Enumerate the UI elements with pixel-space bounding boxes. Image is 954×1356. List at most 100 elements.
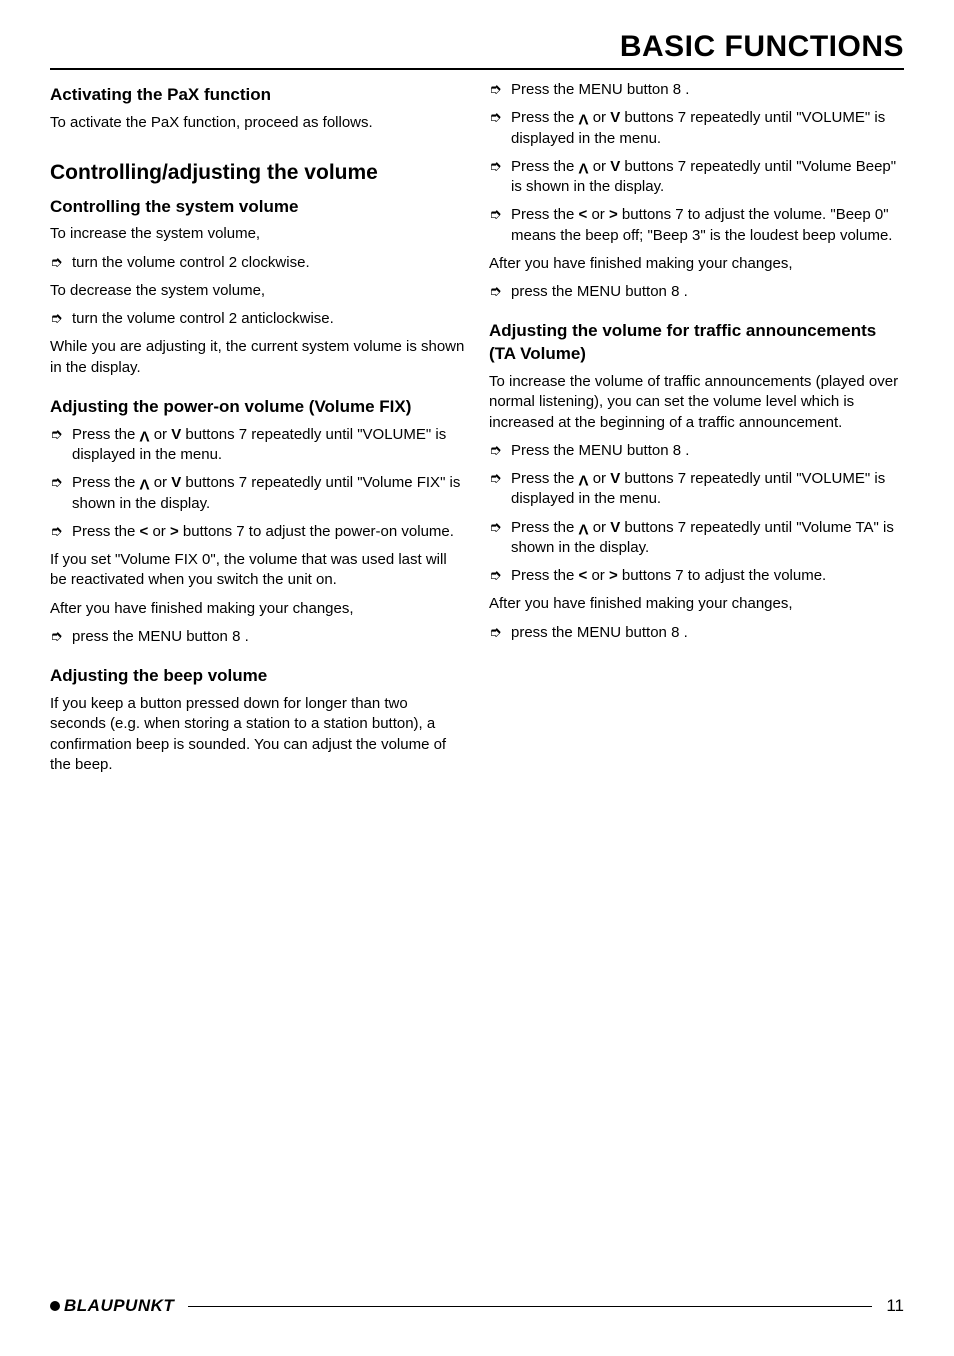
text-span: Press the [72, 426, 140, 443]
bullet-fix-3: ➮ Press the < or > buttons 7 to adjust t… [50, 522, 465, 542]
left-arrow-icon: < [140, 523, 149, 540]
text-sysvol-inc: To increase the system volume, [50, 224, 465, 244]
bullet-text: press the MENU button 8 . [72, 627, 465, 647]
bullet-text: press the MENU button 8 . [511, 282, 904, 302]
bullet-marker-icon: ➮ [489, 441, 511, 461]
bullet-marker-icon: ➮ [489, 469, 511, 510]
bullet-marker-icon: ➮ [50, 309, 72, 329]
up-arrow-icon: V [140, 426, 150, 443]
text-span: or [593, 519, 611, 536]
down-arrow-icon: V [610, 158, 620, 175]
text-activating-pax: To activate the PaX function, proceed as… [50, 113, 465, 133]
down-arrow-icon: V [610, 470, 620, 487]
bullet-text: Press the MENU button 8 . [511, 80, 904, 100]
brand-dot-icon [50, 1301, 60, 1311]
text-span: or [593, 109, 611, 126]
text-span: Press the [72, 523, 140, 540]
left-column: Activating the PaX function To activate … [50, 80, 465, 783]
heading-ta-volume: Adjusting the volume for traffic announc… [489, 320, 904, 366]
up-arrow-icon: V [140, 474, 150, 491]
page-number: 11 [886, 1296, 904, 1316]
text-span: or [591, 206, 609, 223]
up-arrow-icon: V [579, 470, 589, 487]
down-arrow-icon: V [171, 426, 181, 443]
bullet-marker-icon: ➮ [489, 157, 511, 198]
bullet-marker-icon: ➮ [50, 627, 72, 647]
heading-controlling-volume: Controlling/adjusting the volume [50, 159, 465, 187]
text-span: buttons 7 to adjust the power-on volume. [183, 523, 454, 540]
text-span: Press the [511, 158, 579, 175]
bullet-text: Press the V or V buttons 7 repeatedly un… [511, 108, 904, 149]
text-span: or [593, 470, 611, 487]
text-span: or [154, 426, 172, 443]
bullet-text: Press the MENU button 8 . [511, 441, 904, 461]
heading-system-volume: Controlling the system volume [50, 196, 465, 219]
bullet-text: press the MENU button 8 . [511, 623, 904, 643]
footer-rule [188, 1306, 872, 1307]
text-beep-after: After you have finished making your chan… [489, 254, 904, 274]
bullet-ta-3: ➮ Press the V or V buttons 7 repeatedly … [489, 518, 904, 559]
bullet-text: Press the < or > buttons 7 to adjust the… [511, 205, 904, 246]
bullet-marker-icon: ➮ [489, 108, 511, 149]
content-columns: Activating the PaX function To activate … [50, 80, 904, 783]
bullet-marker-icon: ➮ [489, 205, 511, 246]
bullet-text: turn the volume control 2 clockwise. [72, 253, 465, 273]
brand-name: BLAUPUNKT [64, 1296, 174, 1316]
right-column: ➮ Press the MENU button 8 . ➮ Press the … [489, 80, 904, 783]
up-arrow-icon: V [579, 519, 589, 536]
bullet-beep-3: ➮ Press the V or V buttons 7 repeatedly … [489, 157, 904, 198]
bullet-fix-4: ➮ press the MENU button 8 . [50, 627, 465, 647]
text-fix-zero: If you set "Volume FIX 0", the volume th… [50, 550, 465, 591]
bullet-beep-5: ➮ press the MENU button 8 . [489, 282, 904, 302]
bullet-ta-5: ➮ press the MENU button 8 . [489, 623, 904, 643]
text-span: Press the [72, 474, 140, 491]
bullet-beep-2: ➮ Press the V or V buttons 7 repeatedly … [489, 108, 904, 149]
bullet-marker-icon: ➮ [489, 282, 511, 302]
bullet-marker-icon: ➮ [489, 623, 511, 643]
up-arrow-icon: V [579, 158, 589, 175]
left-arrow-icon: < [579, 567, 588, 584]
bullet-marker-icon: ➮ [50, 253, 72, 273]
text-span: or [152, 523, 170, 540]
bullet-marker-icon: ➮ [489, 80, 511, 100]
bullet-text: Press the V or V buttons 7 repeatedly un… [511, 157, 904, 198]
brand-logo: BLAUPUNKT [50, 1296, 174, 1316]
bullet-text: Press the V or V buttons 7 repeatedly un… [72, 473, 465, 514]
heading-beep-volume: Adjusting the beep volume [50, 665, 465, 688]
bullet-text: Press the V or V buttons 7 repeatedly un… [511, 469, 904, 510]
right-arrow-icon: > [609, 567, 618, 584]
text-ta: To increase the volume of traffic announ… [489, 372, 904, 433]
bullet-ta-1: ➮ Press the MENU button 8 . [489, 441, 904, 461]
text-span: Press the [511, 109, 579, 126]
text-span: Press the [511, 470, 579, 487]
text-fix-after: After you have finished making your chan… [50, 599, 465, 619]
text-beep: If you keep a button pressed down for lo… [50, 694, 465, 775]
right-arrow-icon: > [609, 206, 618, 223]
text-span: or [154, 474, 172, 491]
text-sysvol-display: While you are adjusting it, the current … [50, 337, 465, 378]
bullet-ta-2: ➮ Press the V or V buttons 7 repeatedly … [489, 469, 904, 510]
bullet-marker-icon: ➮ [50, 425, 72, 466]
text-span: Press the [511, 519, 579, 536]
heading-activating-pax: Activating the PaX function [50, 84, 465, 107]
bullet-marker-icon: ➮ [50, 522, 72, 542]
bullet-ta-4: ➮ Press the < or > buttons 7 to adjust t… [489, 566, 904, 586]
bullet-fix-1: ➮ Press the V or V buttons 7 repeatedly … [50, 425, 465, 466]
bullet-text: Press the V or V buttons 7 repeatedly un… [511, 518, 904, 559]
bullet-sysvol-2: ➮ turn the volume control 2 anticlockwis… [50, 309, 465, 329]
page-title: BASIC FUNCTIONS [50, 30, 904, 64]
bullet-marker-icon: ➮ [50, 473, 72, 514]
right-arrow-icon: > [170, 523, 179, 540]
text-sysvol-dec: To decrease the system volume, [50, 281, 465, 301]
bullet-marker-icon: ➮ [489, 566, 511, 586]
bullet-marker-icon: ➮ [489, 518, 511, 559]
down-arrow-icon: V [610, 109, 620, 126]
bullet-fix-2: ➮ Press the V or V buttons 7 repeatedly … [50, 473, 465, 514]
bullet-sysvol-1: ➮ turn the volume control 2 clockwise. [50, 253, 465, 273]
text-span: buttons 7 to adjust the volume. [622, 567, 826, 584]
bullet-beep-1: ➮ Press the MENU button 8 . [489, 80, 904, 100]
up-arrow-icon: V [579, 109, 589, 126]
bullet-beep-4: ➮ Press the < or > buttons 7 to adjust t… [489, 205, 904, 246]
left-arrow-icon: < [579, 206, 588, 223]
bullet-text: turn the volume control 2 anticlockwise. [72, 309, 465, 329]
